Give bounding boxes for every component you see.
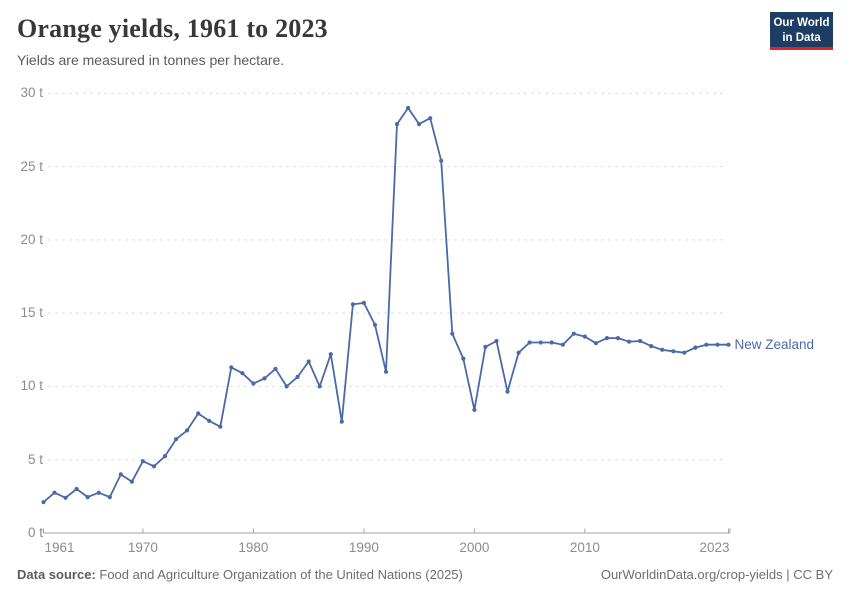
data-point[interactable]: [604, 336, 610, 341]
data-source-text: Food and Agriculture Organization of the…: [99, 567, 463, 582]
y-tick-label-30t: 30 t: [20, 85, 43, 101]
y-tick-label-10t: 10 t: [20, 378, 43, 394]
data-point[interactable]: [372, 322, 378, 327]
x-tick-label-1961: 1961: [44, 540, 75, 555]
y-tick-label-5t: 5 t: [27, 451, 43, 467]
data-point[interactable]: [649, 344, 654, 349]
data-point[interactable]: [96, 490, 101, 495]
data-point[interactable]: [85, 495, 90, 500]
x-tick-label-2023: 2023: [699, 540, 730, 555]
data-point[interactable]: [174, 437, 179, 442]
data-point[interactable]: [361, 300, 366, 305]
data-point[interactable]: [461, 356, 466, 361]
owid-logo-line1: Our World: [773, 17, 830, 29]
data-point[interactable]: [162, 454, 168, 459]
data-point[interactable]: [52, 490, 57, 495]
data-point[interactable]: [538, 340, 543, 345]
data-source-note: Data source: Food and Agriculture Organi…: [17, 567, 463, 582]
data-point[interactable]: [218, 424, 223, 429]
series-line-new-zealand[interactable]: [42, 107, 730, 504]
data-point[interactable]: [571, 331, 576, 336]
data-point[interactable]: [383, 369, 389, 374]
data-point[interactable]: [63, 495, 68, 500]
x-tick-label-1970: 1970: [127, 540, 158, 555]
chart-footer: Data source: Food and Agriculture Organi…: [0, 567, 850, 582]
data-point[interactable]: [505, 389, 510, 394]
data-point[interactable]: [582, 334, 588, 339]
data-point[interactable]: [660, 347, 665, 352]
data-point[interactable]: [251, 381, 256, 386]
x-tick-label-2000: 2000: [459, 540, 490, 555]
data-point[interactable]: [306, 359, 311, 364]
data-point[interactable]: [196, 411, 201, 416]
data-point[interactable]: [284, 384, 289, 389]
y-tick-label-25t: 25 t: [20, 158, 43, 174]
data-point[interactable]: [74, 486, 79, 492]
data-point[interactable]: [262, 376, 267, 381]
data-point[interactable]: [394, 122, 400, 127]
owid-logo-line2: in Data: [782, 31, 821, 44]
owid-logo[interactable]: Our World in Data: [770, 12, 833, 50]
data-point[interactable]: [472, 407, 477, 412]
data-point[interactable]: [417, 122, 422, 127]
data-point[interactable]: [41, 500, 46, 505]
data-point[interactable]: [406, 105, 411, 111]
data-point[interactable]: [328, 352, 333, 357]
data-point[interactable]: [240, 371, 245, 376]
data-point[interactable]: [715, 342, 720, 347]
attribution-link[interactable]: OurWorldinData.org/crop-yields | CC BY: [600, 567, 833, 582]
data-point[interactable]: [118, 472, 123, 477]
y-tick-label-15t: 15 t: [20, 305, 43, 321]
x-tick-label-1990: 1990: [348, 540, 379, 555]
page-title: Orange yields, 1961 to 2023: [17, 14, 328, 43]
data-point[interactable]: [229, 365, 234, 370]
data-point[interactable]: [593, 341, 599, 346]
data-point[interactable]: [428, 116, 433, 121]
data-point[interactable]: [439, 158, 444, 163]
y-tick-label-0t: 0 t: [27, 525, 43, 540]
series-label-new-zealand[interactable]: New Zealand: [734, 336, 815, 352]
data-point[interactable]: [549, 340, 554, 345]
data-point[interactable]: [107, 495, 112, 500]
data-point[interactable]: [151, 464, 157, 469]
data-point[interactable]: [129, 479, 134, 484]
data-point[interactable]: [450, 331, 455, 336]
data-point[interactable]: [339, 419, 344, 424]
data-point[interactable]: [140, 459, 145, 464]
data-point[interactable]: [671, 349, 676, 354]
data-source-label: Data source:: [17, 567, 96, 582]
data-point[interactable]: [560, 342, 565, 347]
data-point[interactable]: [638, 338, 643, 344]
y-tick-label-20t: 20 t: [20, 231, 43, 247]
data-point[interactable]: [317, 384, 322, 389]
data-point[interactable]: [704, 342, 709, 347]
data-point[interactable]: [207, 418, 212, 423]
data-point[interactable]: [693, 345, 698, 350]
data-point[interactable]: [627, 339, 632, 344]
data-point[interactable]: [185, 428, 190, 433]
x-tick-label-1980: 1980: [238, 540, 269, 555]
data-point[interactable]: [726, 342, 731, 347]
data-point[interactable]: [350, 302, 355, 307]
chart-subtitle: Yields are measured in tonnes per hectar…: [17, 52, 285, 68]
data-point[interactable]: [527, 340, 532, 345]
data-point[interactable]: [295, 374, 300, 379]
data-point[interactable]: [682, 350, 687, 355]
data-point[interactable]: [615, 336, 621, 341]
data-point[interactable]: [494, 338, 499, 344]
x-tick-label-2010: 2010: [569, 540, 600, 555]
data-point[interactable]: [483, 344, 488, 349]
data-point[interactable]: [273, 366, 278, 371]
data-point[interactable]: [516, 350, 521, 355]
